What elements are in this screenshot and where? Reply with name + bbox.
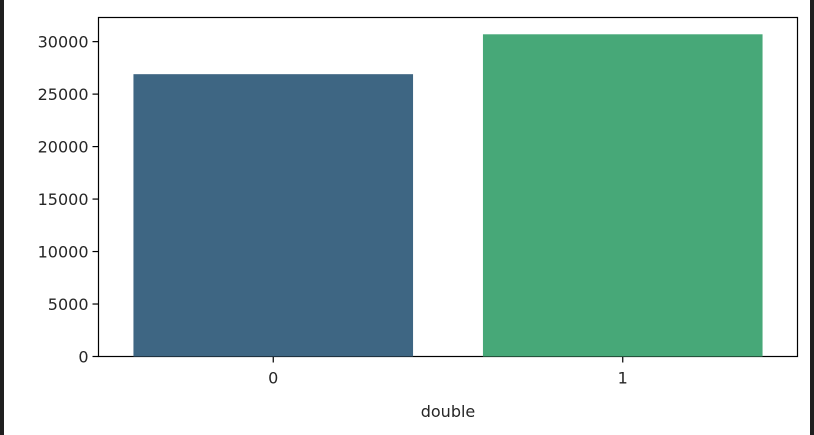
x-tick-label-0: 0 — [268, 369, 278, 388]
y-tick-label-0: 0 — [78, 348, 88, 367]
y-tick-label-30000: 30000 — [38, 33, 89, 52]
y-tick-label-10000: 10000 — [38, 243, 89, 262]
bar-0 — [133, 74, 414, 357]
y-tick-label-20000: 20000 — [38, 138, 89, 157]
y-tick-label-5000: 5000 — [48, 295, 89, 314]
bar-1 — [482, 34, 763, 357]
y-tick-label-15000: 15000 — [38, 190, 89, 209]
x-tick-label-1: 1 — [618, 369, 628, 388]
y-tick-label-25000: 25000 — [38, 85, 89, 104]
bars-group — [133, 34, 763, 357]
y-axis: 0 5000 10000 15000 20000 25000 30000 — [38, 33, 99, 367]
x-axis-label: double — [421, 402, 476, 421]
